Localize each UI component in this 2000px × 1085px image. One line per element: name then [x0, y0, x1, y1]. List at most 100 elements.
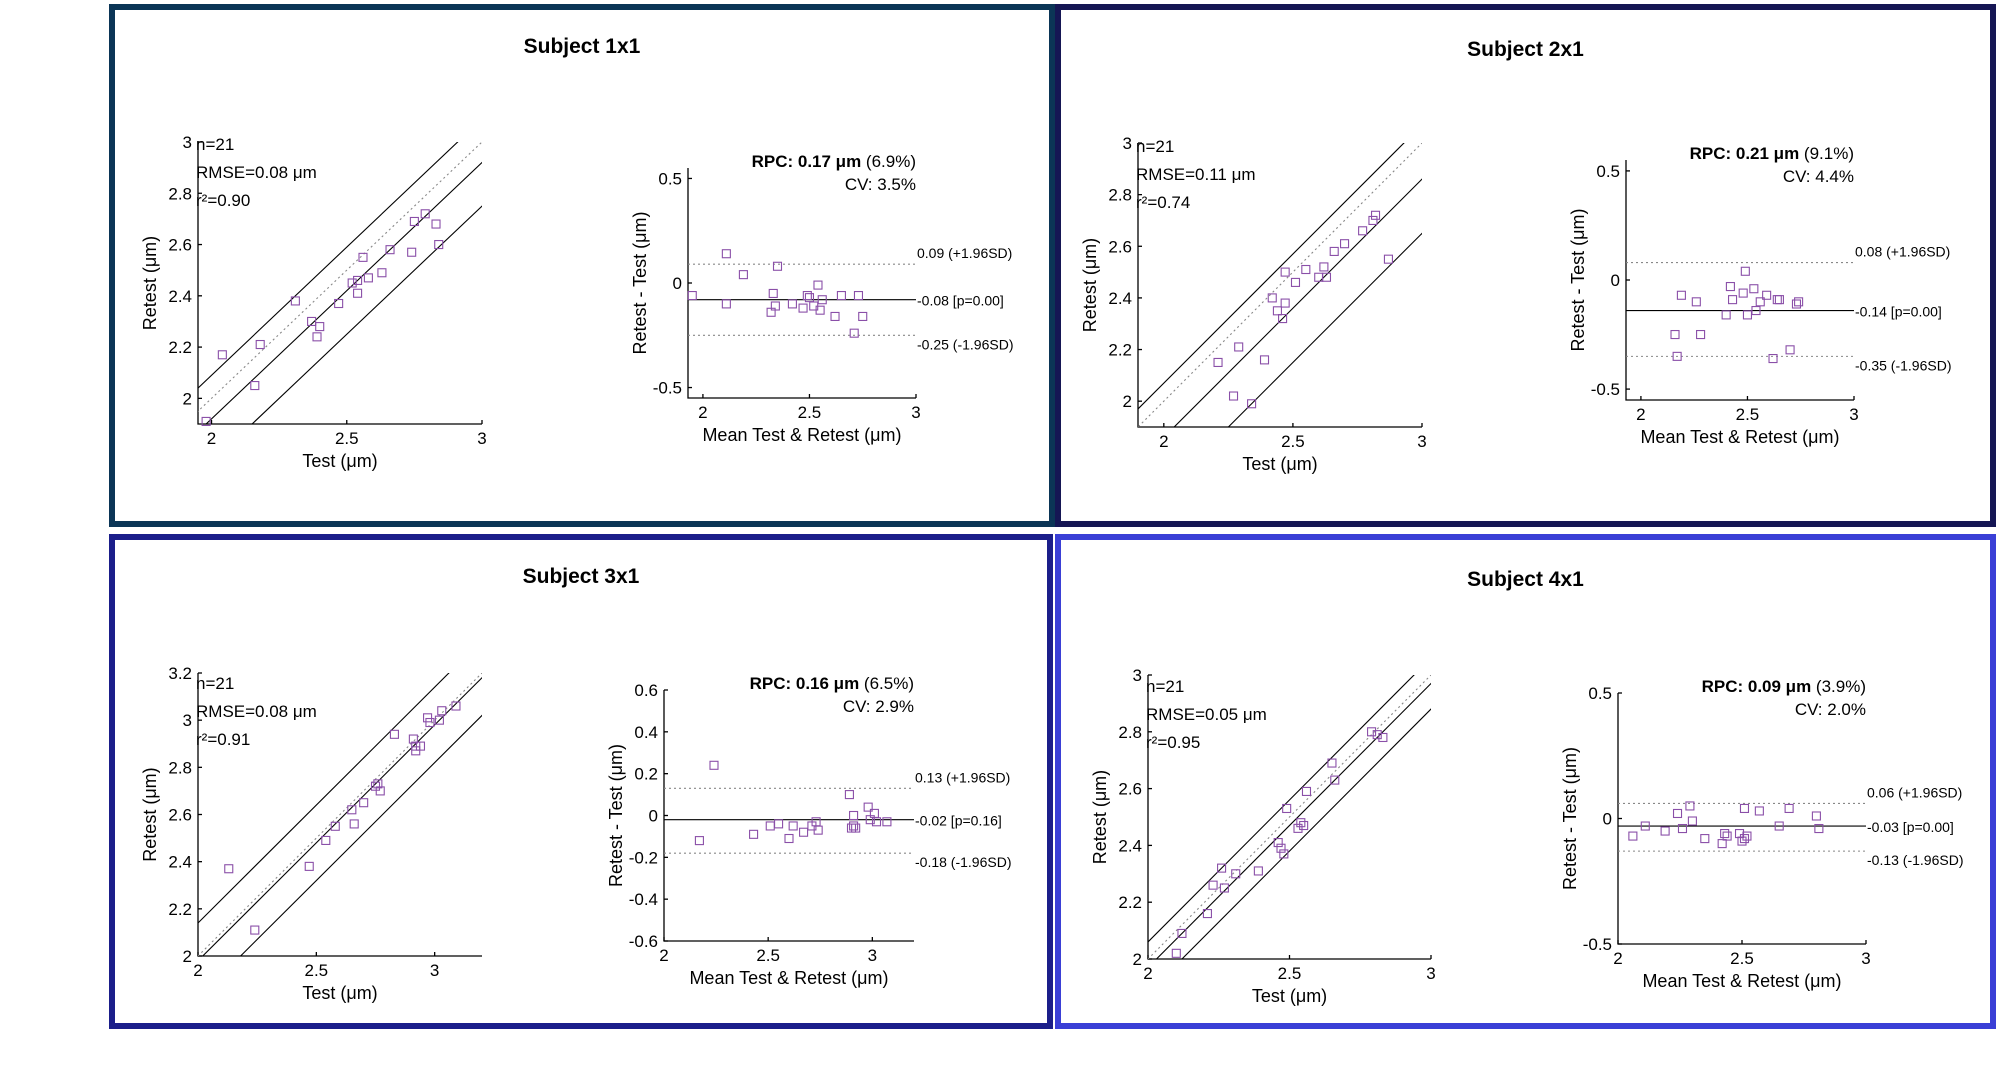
y-tick-label: 2 — [183, 389, 192, 408]
data-point — [749, 829, 759, 839]
chart-bland-altman-4: 2 2.5 3 -0.5 0 0.5 Mean Test & Retest (μm) Rete… — [1560, 677, 1963, 991]
data-point — [250, 925, 260, 935]
cv-label: CV: 3.5% — [845, 175, 916, 194]
x-tick-label: 2 — [1613, 949, 1622, 968]
data-point — [224, 864, 234, 874]
data-point — [721, 249, 731, 259]
data-point — [1219, 883, 1229, 893]
data-point — [304, 861, 314, 871]
x-tick-label: 2.5 — [305, 961, 329, 980]
data-point — [1282, 803, 1292, 814]
data-point — [813, 825, 823, 835]
data-point — [1279, 849, 1289, 859]
cv-label: CV: 4.4% — [1783, 167, 1854, 186]
chart-bland-altman-2: 2 2.5 3 -0.5 0 0.5 Mean Test & Retest (μm) Rete… — [1568, 144, 1951, 447]
data-point — [798, 303, 808, 313]
fit-line — [201, 676, 482, 956]
x-axis-label: Test (μm) — [1252, 986, 1327, 1006]
data-point — [813, 280, 823, 290]
data-point — [1739, 834, 1750, 844]
y-tick-label: 0 — [1611, 271, 1620, 290]
x-axis-label: Test (μm) — [302, 983, 377, 1003]
data-point — [849, 810, 859, 821]
lower-band-line — [1227, 232, 1422, 427]
data-point — [1677, 823, 1688, 834]
data-point — [1774, 295, 1784, 305]
data-point — [1742, 310, 1753, 320]
data-point — [1372, 730, 1382, 740]
lower-loa-label: -0.13 (-1.96SD) — [1867, 852, 1963, 868]
x-tick-label: 2.5 — [798, 403, 822, 422]
data-point — [765, 821, 775, 831]
x-tick-label: 2 — [193, 961, 202, 980]
axis-lines — [1617, 693, 1866, 945]
data-point — [411, 741, 421, 751]
data-point — [1739, 803, 1750, 814]
stat-line: RMSE=0.11 μm — [1136, 165, 1256, 184]
data-point — [1691, 297, 1701, 307]
x-tick-label: 2.5 — [1278, 964, 1302, 983]
y-tick-label: 0 — [1603, 810, 1612, 829]
y-tick-label: 2.6 — [168, 806, 192, 825]
data-point — [411, 746, 421, 756]
axis-lines — [1625, 160, 1854, 401]
data-point — [1774, 821, 1784, 831]
y-tick-label: 0.6 — [634, 681, 658, 700]
fit-line — [1155, 682, 1431, 959]
data-point — [358, 252, 368, 262]
y-axis-label: Retest (μm) — [140, 236, 160, 330]
data-point — [353, 288, 363, 298]
data-point — [437, 706, 447, 716]
data-point — [415, 741, 426, 751]
data-point — [1717, 839, 1727, 849]
y-tick-label: -0.2 — [629, 848, 658, 867]
data-point — [373, 779, 383, 789]
chart-test-retest-3: 2 2.5 3 2 2.2 2.4 2.6 2.8 3 3.2 Test (μm) Retest (μ… — [140, 664, 482, 1003]
regression-lines — [1138, 143, 1422, 427]
data-point — [407, 247, 417, 257]
axis-lines — [1137, 143, 1422, 428]
y-tick-label: 2.8 — [1118, 723, 1142, 742]
y-tick-label: 3 — [183, 711, 192, 730]
data-point — [353, 275, 363, 285]
data-point — [250, 380, 260, 391]
data-point — [1358, 226, 1368, 236]
data-point — [1171, 948, 1181, 958]
y-tick-label: 0.5 — [1596, 162, 1620, 181]
data-point — [1278, 314, 1288, 324]
y-axis-label: Retest - Test (μm) — [1568, 208, 1588, 351]
data-point — [709, 760, 719, 770]
y-tick-label: 2.4 — [168, 853, 192, 872]
data-point — [1628, 831, 1638, 841]
x-axis-label: Test (μm) — [302, 451, 377, 471]
data-point — [1259, 355, 1270, 365]
data-point — [844, 790, 854, 800]
mean-diff-label: -0.14 [p=0.00] — [1855, 304, 1942, 320]
y-tick-label: 2.8 — [1108, 186, 1132, 205]
data-point — [830, 311, 840, 322]
data-point — [1725, 281, 1735, 292]
y-tick-label: 2.8 — [168, 184, 192, 203]
axis-lines — [687, 168, 916, 399]
data-point — [1784, 803, 1794, 814]
data-point — [1737, 836, 1747, 846]
data-point — [315, 322, 325, 332]
y-tick-label: 0 — [649, 807, 658, 826]
data-point — [1722, 831, 1732, 841]
stat-line: r²=0.90 — [196, 191, 250, 210]
rpc-label: RPC: 0.21 μm (9.1%) — [1690, 144, 1854, 163]
stat-line: n=21 — [196, 135, 234, 154]
data-point — [817, 295, 827, 305]
y-tick-label: 3 — [1133, 666, 1142, 685]
data-point — [1296, 818, 1306, 828]
data-point — [1253, 866, 1263, 876]
data-point — [768, 288, 778, 299]
data-point — [863, 802, 873, 812]
upper-band-line — [1148, 675, 1415, 943]
data-point — [1742, 831, 1752, 841]
stat-line: n=21 — [196, 674, 234, 693]
data-point — [431, 219, 441, 229]
y-tick-label: 2.8 — [168, 758, 192, 777]
upper-loa-label: 0.06 (+1.96SD) — [1867, 784, 1962, 800]
